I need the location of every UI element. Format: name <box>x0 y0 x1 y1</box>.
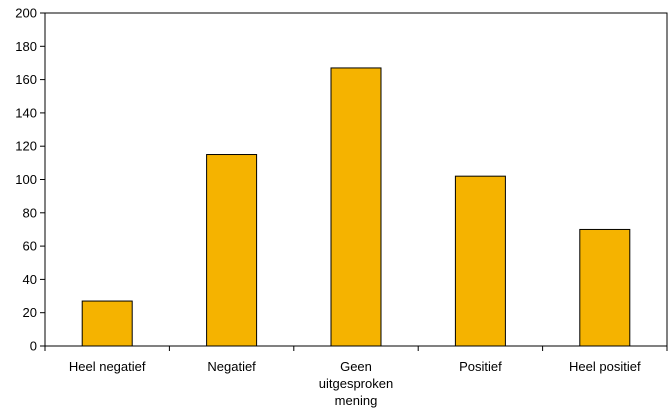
bars <box>81 67 631 347</box>
y-tick-label: 0 <box>30 339 37 354</box>
x-category-label: Geen <box>340 359 372 374</box>
y-tick-label: 40 <box>23 272 37 287</box>
x-category-label: Heel positief <box>569 359 641 374</box>
y-tick-label: 20 <box>23 305 37 320</box>
x-category-label: Positief <box>459 359 502 374</box>
x-category-label: mening <box>335 393 378 408</box>
y-tick-label: 180 <box>15 39 37 54</box>
y-tick-label: 100 <box>15 172 37 187</box>
x-category-label: Negatief <box>207 359 256 374</box>
bar <box>330 67 382 347</box>
y-tick-label: 60 <box>23 239 37 254</box>
bar <box>81 300 133 347</box>
x-axis: Heel negatief Negatief Geen uitgesproken men… <box>44 346 668 408</box>
y-tick-label: 80 <box>23 205 37 220</box>
x-category-label: Heel negatief <box>69 359 146 374</box>
y-tick-label: 160 <box>15 72 37 87</box>
y-axis: 0 20 40 60 80 100 120 140 160 180 200 <box>15 6 45 354</box>
x-category-label: uitgesproken <box>319 376 393 391</box>
bar <box>206 154 258 347</box>
bar <box>579 228 631 347</box>
bar <box>454 175 506 347</box>
y-tick-label: 140 <box>15 105 37 120</box>
y-tick-label: 120 <box>15 139 37 154</box>
y-tick-label: 200 <box>15 6 37 21</box>
